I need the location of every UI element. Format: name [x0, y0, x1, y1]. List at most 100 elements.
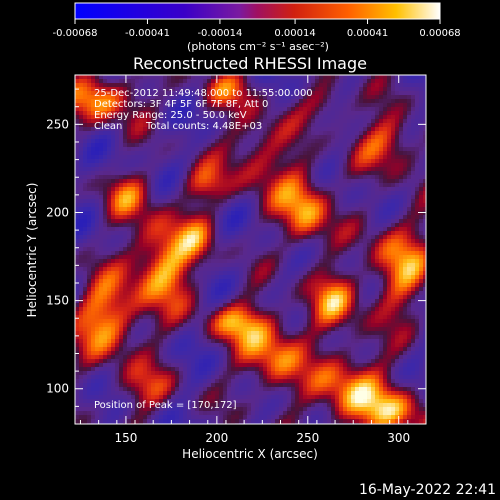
heatmap-cell — [123, 403, 127, 407]
heatmap-cell — [167, 199, 171, 203]
heatmap-cell — [135, 395, 139, 399]
heatmap-cell — [195, 211, 199, 215]
heatmap-cell — [287, 307, 291, 311]
heatmap-cell — [107, 383, 111, 387]
heatmap-cell — [291, 411, 295, 415]
heatmap-cell — [271, 143, 275, 147]
heatmap-cell — [163, 99, 167, 103]
heatmap-cell — [135, 391, 139, 395]
heatmap-cell — [163, 199, 167, 203]
heatmap-cell — [247, 399, 251, 403]
heatmap-cell — [263, 263, 267, 267]
heatmap-cell — [167, 363, 171, 367]
heatmap-cell — [199, 219, 203, 223]
heatmap-cell — [135, 303, 139, 307]
heatmap-cell — [223, 311, 227, 315]
heatmap-cell — [167, 107, 171, 111]
heatmap-cell — [115, 131, 119, 135]
heatmap-cell — [95, 379, 99, 383]
heatmap-cell — [155, 263, 159, 267]
heatmap-cell — [223, 107, 227, 111]
heatmap-cell — [115, 155, 119, 159]
heatmap-cell — [143, 103, 147, 107]
heatmap-cell — [211, 231, 215, 235]
heatmap-cell — [135, 399, 139, 403]
heatmap-cell — [215, 219, 219, 223]
heatmap-cell — [167, 211, 171, 215]
heatmap-cell — [159, 95, 163, 99]
heatmap-cell — [159, 375, 163, 379]
heatmap-cell — [279, 155, 283, 159]
heatmap-cell — [99, 311, 103, 315]
heatmap-cell — [223, 279, 227, 283]
heatmap-cell — [139, 307, 143, 311]
heatmap-cell — [99, 419, 103, 423]
heatmap-cell — [83, 247, 87, 251]
heatmap-cell — [291, 223, 295, 227]
heatmap-cell — [147, 127, 151, 131]
heatmap-cell — [279, 143, 283, 147]
heatmap-cell — [123, 295, 127, 299]
heatmap-cell — [195, 403, 199, 407]
heatmap-cell — [115, 263, 119, 267]
heatmap-cell — [235, 383, 239, 387]
heatmap-cell — [75, 227, 79, 231]
heatmap-cell — [255, 355, 259, 359]
heatmap-cell — [159, 91, 163, 95]
heatmap-cell — [287, 107, 291, 111]
heatmap-cell — [263, 255, 267, 259]
heatmap-cell — [143, 343, 147, 347]
heatmap-cell — [131, 331, 135, 335]
heatmap-cell — [155, 295, 159, 299]
heatmap-cell — [259, 227, 263, 231]
heatmap-cell — [263, 411, 267, 415]
heatmap-cell — [191, 311, 195, 315]
heatmap-cell — [203, 127, 207, 131]
heatmap-cell — [103, 187, 107, 191]
heatmap-cell — [91, 127, 95, 131]
heatmap-cell — [283, 415, 287, 419]
heatmap-cell — [139, 211, 143, 215]
heatmap-cell — [227, 391, 231, 395]
heatmap-cell — [199, 347, 203, 351]
heatmap-cell — [115, 403, 119, 407]
heatmap-cell — [235, 315, 239, 319]
heatmap-cell — [247, 203, 251, 207]
heatmap-cell — [207, 115, 211, 119]
heatmap-cell — [235, 147, 239, 151]
heatmap-cell — [187, 291, 191, 295]
heatmap-cell — [255, 411, 259, 415]
heatmap-cell — [251, 171, 255, 175]
heatmap-cell — [183, 395, 187, 399]
heatmap-cell — [191, 215, 195, 219]
heatmap-cell — [103, 315, 107, 319]
heatmap-cell — [151, 83, 155, 87]
heatmap-cell — [295, 83, 299, 87]
heatmap-cell — [195, 111, 199, 115]
heatmap-cell — [235, 279, 239, 283]
heatmap-cell — [179, 315, 183, 319]
heatmap-cell — [263, 391, 267, 395]
heatmap-cell — [203, 219, 207, 223]
heatmap-cell — [163, 283, 167, 287]
heatmap-cell — [223, 127, 227, 131]
heatmap-cell — [267, 147, 271, 151]
heatmap-cell — [295, 315, 299, 319]
heatmap-cell — [283, 343, 287, 347]
heatmap-cell — [187, 199, 191, 203]
heatmap-cell — [151, 407, 155, 411]
heatmap-cell — [163, 279, 167, 283]
heatmap-cell — [271, 215, 275, 219]
heatmap-cell — [287, 211, 291, 215]
heatmap-cell — [87, 99, 91, 103]
heatmap-cell — [211, 271, 215, 275]
heatmap-cell — [111, 183, 115, 187]
heatmap-cell — [279, 175, 283, 179]
heatmap-cell — [227, 215, 231, 219]
heatmap-cell — [251, 183, 255, 187]
heatmap-cell — [231, 415, 235, 419]
heatmap-cell — [215, 279, 219, 283]
heatmap-cell — [95, 331, 99, 335]
heatmap-cell — [215, 271, 219, 275]
heatmap-cell — [167, 163, 171, 167]
